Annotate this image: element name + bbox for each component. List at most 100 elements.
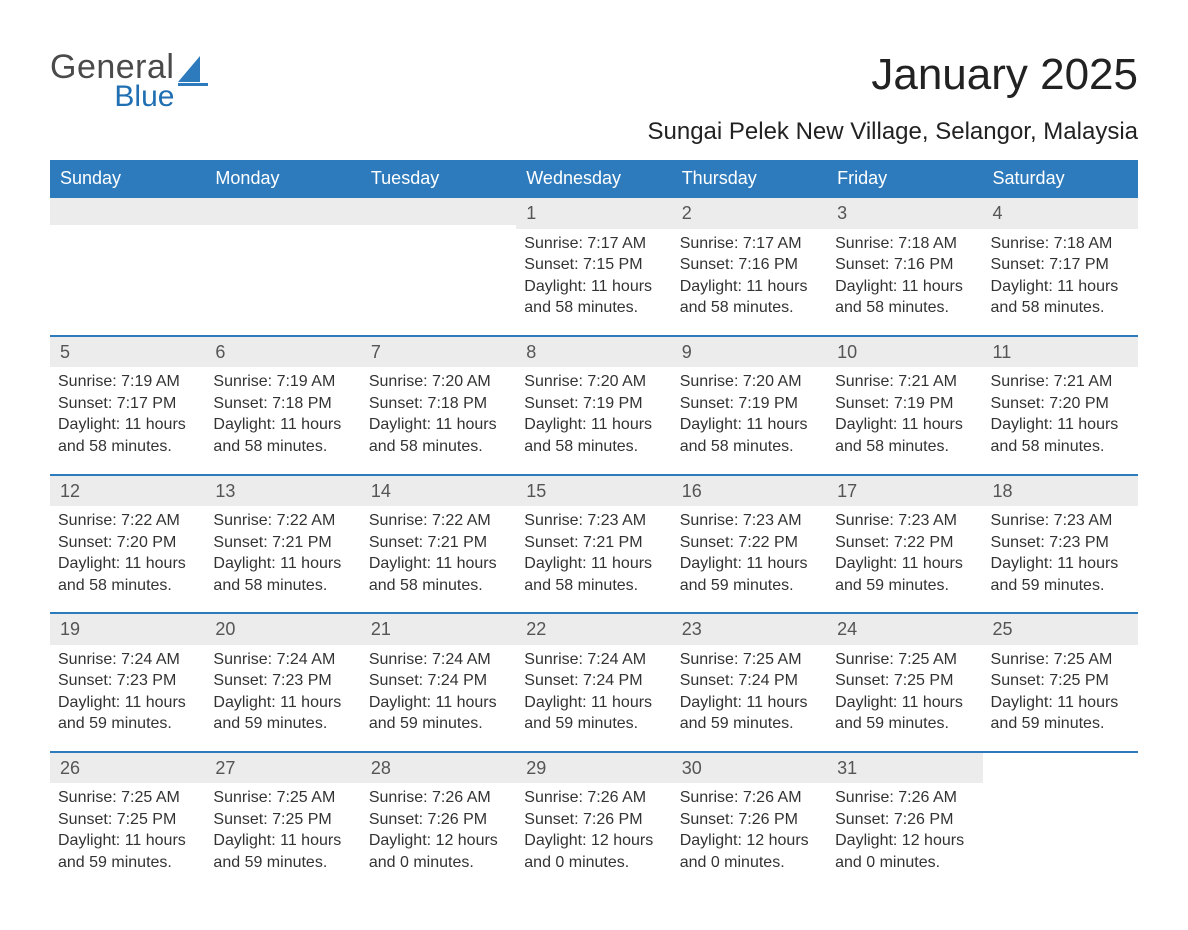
daylight-line-2: and 58 minutes. xyxy=(58,436,197,458)
week-row: 5Sunrise: 7:19 AMSunset: 7:17 PMDaylight… xyxy=(50,335,1138,474)
day-cell: 16 Sunrise: 7:23 AMSunset: 7:22 PMDayligh… xyxy=(672,476,827,613)
header: General Blue January 2025 Sungai Pelek N… xyxy=(50,50,1138,146)
day-number xyxy=(50,198,205,225)
sunrise-line: Sunrise: 7:25 AM xyxy=(835,649,974,671)
sunrise-line: Sunrise: 7:22 AM xyxy=(58,510,197,532)
daylight-line-2: and 0 minutes. xyxy=(835,852,974,874)
day-cell: 31Sunrise: 7:26 AMSunset: 7:26 PMDayligh… xyxy=(827,753,982,890)
page: General Blue January 2025 Sungai Pelek N… xyxy=(0,0,1188,930)
month-title: January 2025 xyxy=(647,50,1138,100)
day-number: 1 xyxy=(516,198,671,228)
daylight-line-1: Daylight: 11 hours xyxy=(991,692,1130,714)
logo-text: General Blue xyxy=(50,50,174,112)
day-number: 25 xyxy=(983,614,1138,644)
daylight-line-1: Daylight: 11 hours xyxy=(369,692,508,714)
daylight-line-1: Daylight: 11 hours xyxy=(835,276,974,298)
day-number: 22 xyxy=(516,614,671,644)
day-number: 29 xyxy=(516,753,671,783)
daylight-line-2: and 59 minutes. xyxy=(213,713,352,735)
sunrise-line: Sunrise: 7:23 AM xyxy=(680,510,819,532)
daylight-line-2: and 58 minutes. xyxy=(524,575,663,597)
location: Sungai Pelek New Village, Selangor, Mala… xyxy=(647,118,1138,146)
daylight-line-2: and 58 minutes. xyxy=(991,436,1130,458)
day-cell xyxy=(361,198,516,335)
day-cell: 15Sunrise: 7:23 AMSunset: 7:21 PMDayligh… xyxy=(516,476,671,613)
sunset-line: Sunset: 7:24 PM xyxy=(524,670,663,692)
daylight-line-1: Daylight: 11 hours xyxy=(991,553,1130,575)
sunset-line: Sunset: 7:23 PM xyxy=(58,670,197,692)
sunrise-line: Sunrise: 7:21 AM xyxy=(835,371,974,393)
day-cell: 6Sunrise: 7:19 AMSunset: 7:18 PMDaylight… xyxy=(205,337,360,474)
daylight-line-2: and 58 minutes. xyxy=(835,297,974,319)
day-cell: 20Sunrise: 7:24 AMSunset: 7:23 PMDayligh… xyxy=(205,614,360,751)
logo-sail-icon xyxy=(178,56,212,86)
day-number: 7 xyxy=(361,337,516,367)
day-cell: 1Sunrise: 7:17 AMSunset: 7:15 PMDaylight… xyxy=(516,198,671,335)
daylight-line-1: Daylight: 11 hours xyxy=(680,553,819,575)
logo-word-general: General xyxy=(50,50,174,84)
daylight-line-1: Daylight: 11 hours xyxy=(991,414,1130,436)
sunrise-line: Sunrise: 7:25 AM xyxy=(213,787,352,809)
daylight-line-1: Daylight: 11 hours xyxy=(524,692,663,714)
week-row: 26Sunrise: 7:25 AMSunset: 7:25 PMDayligh… xyxy=(50,751,1138,890)
daylight-line-2: and 58 minutes. xyxy=(524,297,663,319)
title-block: January 2025 Sungai Pelek New Village, S… xyxy=(647,50,1138,146)
day-number: 26 xyxy=(50,753,205,783)
daylight-line-1: Daylight: 11 hours xyxy=(835,553,974,575)
day-number: 28 xyxy=(361,753,516,783)
day-cell: 26Sunrise: 7:25 AMSunset: 7:25 PMDayligh… xyxy=(50,753,205,890)
weekday-header: Wednesday xyxy=(516,160,671,198)
sunset-line: Sunset: 7:21 PM xyxy=(369,532,508,554)
daylight-line-2: and 59 minutes. xyxy=(991,575,1130,597)
day-number: 15 xyxy=(516,476,671,506)
sunrise-line: Sunrise: 7:26 AM xyxy=(680,787,819,809)
sunrise-line: Sunrise: 7:25 AM xyxy=(680,649,819,671)
sunset-line: Sunset: 7:22 PM xyxy=(680,532,819,554)
sunrise-line: Sunrise: 7:20 AM xyxy=(680,371,819,393)
daylight-line-1: Daylight: 11 hours xyxy=(991,276,1130,298)
week-row: 1 Sunrise: 7:17 AM Sunset: 7:15 PM Daylight… xyxy=(50,198,1138,335)
sunset-line: Sunset: 7:26 PM xyxy=(369,809,508,831)
sunrise-line: Sunrise: 7:17 AM xyxy=(680,233,819,255)
day-number: 17 xyxy=(827,476,982,506)
day-cell: 2Sunrise: 7:17 AMSunset: 7:16 PMDaylight… xyxy=(672,198,827,335)
sunrise-line: Sunrise: 7:22 AM xyxy=(369,510,508,532)
daylight-line-1: Daylight: 11 hours xyxy=(213,553,352,575)
sunrise-line: Sunrise: 7:25 AM xyxy=(991,649,1130,671)
day-number: 12 xyxy=(50,476,205,506)
day-cell: 21Sunrise: 7:24 AMSunset: 7:24 PMDayligh… xyxy=(361,614,516,751)
daylight-line-1: Daylight: 11 hours xyxy=(835,692,974,714)
daylight-line-2: and 59 minutes. xyxy=(213,852,352,874)
daylight-line-2: and 58 minutes. xyxy=(213,575,352,597)
day-cell xyxy=(983,753,1138,890)
sunset-line: Sunset: 7:19 PM xyxy=(524,393,663,415)
day-number: 16 xyxy=(672,476,827,506)
sunset-line: Sunset: 7:22 PM xyxy=(835,532,974,554)
day-cell: 24Sunrise: 7:25 AMSunset: 7:25 PMDayligh… xyxy=(827,614,982,751)
daylight-line-1: Daylight: 11 hours xyxy=(58,553,197,575)
sunset-line: Sunset: 7:15 PM xyxy=(524,254,663,276)
daylight-line-1: Daylight: 11 hours xyxy=(524,553,663,575)
daylight-line-2: and 59 minutes. xyxy=(991,713,1130,735)
sunrise-line: Sunrise: 7:18 AM xyxy=(991,233,1130,255)
day-cell xyxy=(50,198,205,335)
day-number: 27 xyxy=(205,753,360,783)
sunset-line: Sunset: 7:26 PM xyxy=(835,809,974,831)
sunrise-line: Sunrise: 7:19 AM xyxy=(213,371,352,393)
day-cell: 28Sunrise: 7:26 AMSunset: 7:26 PMDayligh… xyxy=(361,753,516,890)
daylight-line-2: and 58 minutes. xyxy=(835,436,974,458)
daylight-line-2: and 58 minutes. xyxy=(369,575,508,597)
day-cell: 3Sunrise: 7:18 AMSunset: 7:16 PMDaylight… xyxy=(827,198,982,335)
day-cell: 13Sunrise: 7:22 AMSunset: 7:21 PMDayligh… xyxy=(205,476,360,613)
weekday-header: Monday xyxy=(205,160,360,198)
sunrise-line: Sunrise: 7:24 AM xyxy=(369,649,508,671)
day-cell: 4Sunrise: 7:18 AMSunset: 7:17 PMDaylight… xyxy=(983,198,1138,335)
daylight-line-1: Daylight: 11 hours xyxy=(58,830,197,852)
day-cell: 17Sunrise: 7:23 AMSunset: 7:22 PMDayligh… xyxy=(827,476,982,613)
sunrise-line: Sunrise: 7:24 AM xyxy=(58,649,197,671)
sunrise-line: Sunrise: 7:20 AM xyxy=(369,371,508,393)
daylight-line-2: and 59 minutes. xyxy=(524,713,663,735)
day-number: 18 xyxy=(983,476,1138,506)
daylight-line-2: and 59 minutes. xyxy=(680,713,819,735)
daylight-line-2: and 58 minutes. xyxy=(58,575,197,597)
